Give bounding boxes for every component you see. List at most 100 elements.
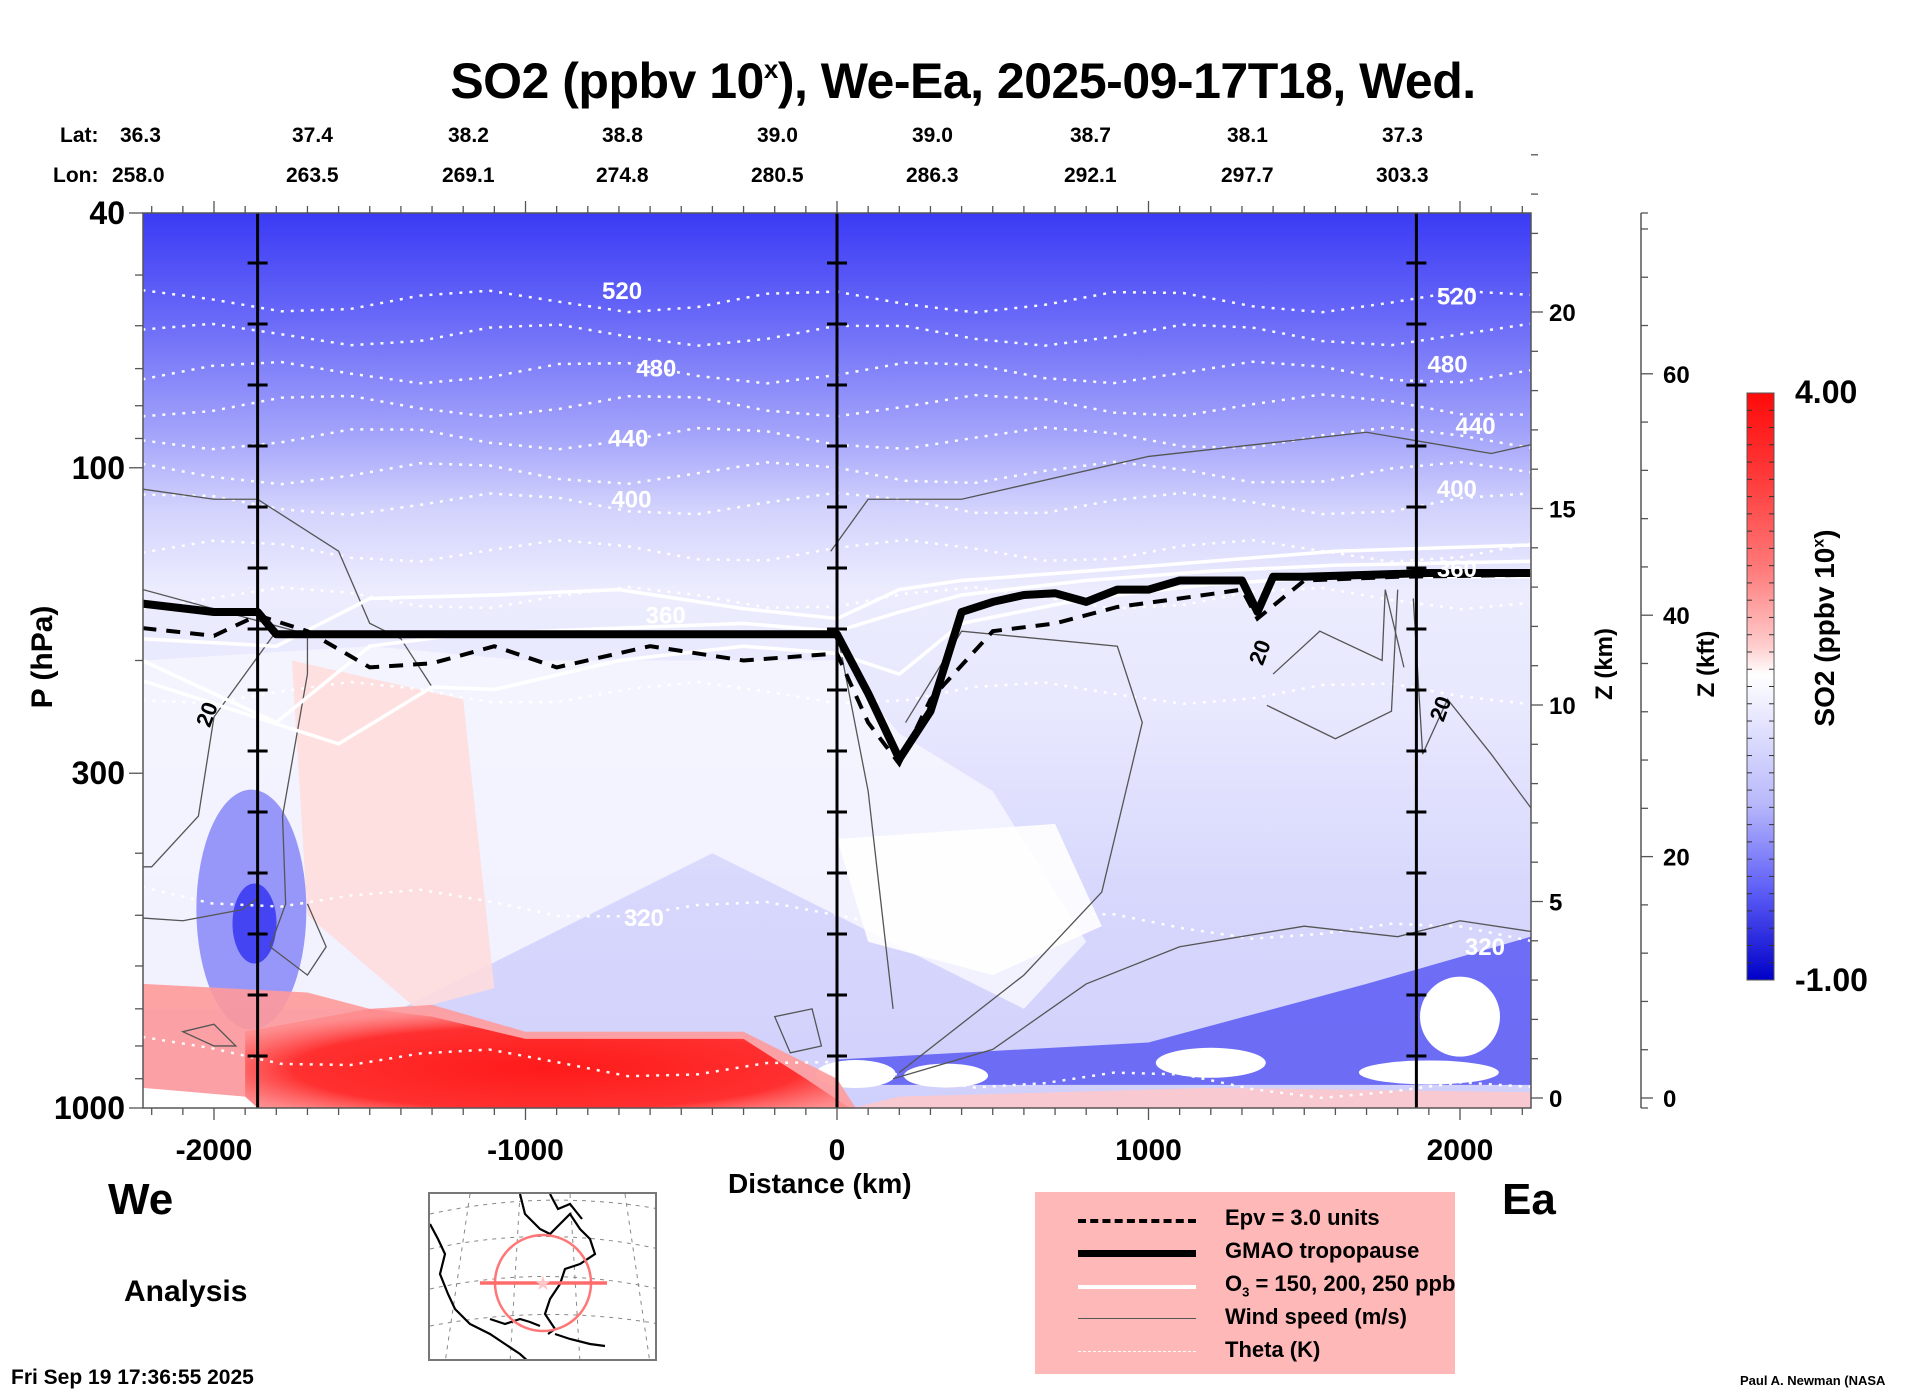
zkm-tick-label: 5 — [1549, 890, 1562, 917]
theta-label: 480 — [1428, 352, 1468, 379]
wind-contour — [1412, 598, 1531, 809]
lon-value: 274.8 — [596, 164, 649, 187]
lat-value: 39.0 — [912, 124, 953, 147]
tropopause-thick-line — [143, 569, 1531, 763]
wind-contour — [180, 1023, 238, 1047]
blue-core — [232, 883, 277, 964]
theta-label: 480 — [636, 356, 676, 383]
wind-contour — [1272, 589, 1405, 675]
west-label: We — [108, 1175, 174, 1224]
colorbar-max-label: 4.00 — [1795, 374, 1858, 410]
theta-label: 440 — [608, 425, 648, 452]
theta-label: 520 — [602, 278, 642, 305]
legend-item-theta: Theta (K) — [1035, 1337, 1455, 1367]
vertical-markers — [247, 213, 1427, 1108]
pink-column — [291, 660, 495, 1009]
z-kft-axis-title: Z (kft) — [1693, 630, 1720, 698]
lat-value: 38.2 — [448, 124, 489, 147]
y-tick-label: 1000 — [54, 1090, 125, 1126]
kft-tick-label: 20 — [1663, 845, 1690, 872]
zkm-tick-label: 15 — [1549, 497, 1576, 524]
wind-contour — [898, 630, 1143, 1073]
wind-contour — [830, 431, 1531, 552]
lat-value: 37.4 — [292, 124, 333, 147]
theta-labels: 520 480 440 400 360 320 520 480 440 400 360 320 — [602, 278, 1505, 961]
lat-label: Lat: — [60, 124, 99, 147]
theta-label: 400 — [1437, 476, 1477, 503]
lat-value: 37.3 — [1382, 124, 1423, 147]
legend-item-ozone: O3 = 150, 200, 250 ppb — [1035, 1271, 1455, 1301]
lat-value: 36.3 — [120, 124, 161, 147]
theta-label: 360 — [1437, 556, 1477, 583]
x-tick-label: 0 — [829, 1134, 846, 1167]
coastlines — [430, 1194, 606, 1359]
red-surface-core — [245, 1008, 850, 1108]
white-gap — [1420, 976, 1500, 1057]
wind-contour — [836, 631, 894, 1009]
analysis-label: Analysis — [124, 1275, 248, 1308]
white-gap — [1155, 1047, 1266, 1078]
dotted-line-sample — [1078, 1351, 1196, 1352]
y-tick-label: 300 — [72, 755, 125, 791]
legend: Epv = 3.0 units GMAO tropopause O3 = 150… — [1035, 1192, 1455, 1374]
dashed-line-sample — [1078, 1219, 1196, 1223]
theta-label: 440 — [1456, 413, 1496, 440]
lat-value: 38.7 — [1070, 124, 1111, 147]
legend-item-wind: Wind speed (m/s) — [1035, 1304, 1455, 1334]
wind-contour — [143, 488, 433, 688]
zkm-tick-label: 20 — [1549, 300, 1576, 327]
east-label: Ea — [1502, 1175, 1556, 1224]
lon-value: 286.3 — [906, 164, 959, 187]
wind-contour — [143, 897, 258, 922]
chart-title: SO2 (ppbv 10x), We-Ea, 2025-09-17T18, We… — [450, 53, 1476, 109]
pink-surface-right — [852, 1087, 1531, 1108]
credit: Paul A. Newman (NASA — [1740, 1373, 1886, 1388]
lon-label: Lon: — [53, 164, 99, 187]
graticule — [430, 1194, 655, 1359]
x-tick-label: -2000 — [176, 1134, 253, 1167]
timestamp: Fri Sep 19 17:36:55 2025 — [11, 1366, 254, 1389]
lat-value: 39.0 — [757, 124, 798, 147]
legend-item-tropopause: GMAO tropopause — [1035, 1238, 1455, 1268]
white-gap — [904, 1063, 989, 1088]
colorbar-title: SO2 (ppbv 10x) — [1809, 529, 1840, 727]
lower-blue-band — [837, 936, 1531, 1085]
zkm-tick-label: 0 — [1549, 1086, 1562, 1113]
theta-label: 360 — [646, 602, 686, 629]
y-axis-title: P (hPa) — [26, 605, 59, 709]
theta-label: 320 — [624, 905, 664, 932]
wind-contour — [892, 920, 1531, 1080]
axes: -2000 -1000 0 1000 2000 40 100 300 1000 0 5 10 15 20 0… — [54, 154, 1690, 1167]
lon-value: 292.1 — [1064, 164, 1117, 187]
y-tick-label: 100 — [72, 450, 125, 486]
colorbar-min-label: -1.00 — [1795, 962, 1868, 998]
kft-tick-label: 40 — [1663, 603, 1690, 630]
lon-value: 263.5 — [286, 164, 339, 187]
colorbar — [1746, 392, 1775, 981]
lon-value: 303.3 — [1376, 164, 1429, 187]
zkm-tick-label: 10 — [1549, 693, 1576, 720]
x-tick-label: -1000 — [487, 1134, 564, 1167]
wind-contour — [269, 673, 327, 977]
thin-line-sample — [1078, 1318, 1196, 1319]
wind-contour — [143, 630, 277, 868]
north-america-map: ★ — [430, 1194, 655, 1359]
theta-label: 400 — [611, 486, 651, 513]
kft-tick-label: 60 — [1663, 362, 1690, 389]
x-tick-label: 2000 — [1427, 1134, 1494, 1167]
thick-line-sample — [1078, 1250, 1196, 1257]
lon-value: 269.1 — [442, 164, 495, 187]
center-star-icon: ★ — [534, 1273, 552, 1295]
lat-value: 38.1 — [1227, 124, 1268, 147]
map-inset: ★ — [428, 1192, 657, 1361]
lat-value: 38.8 — [602, 124, 643, 147]
lon-value: 258.0 — [112, 164, 165, 187]
wind-contours — [143, 431, 1531, 1080]
wind-contour — [1266, 589, 1399, 740]
y-tick-label: 40 — [89, 195, 125, 231]
white-gap — [1358, 1060, 1499, 1085]
x-axis-title: Distance (km) — [728, 1168, 912, 1199]
white-line-sample — [1078, 1285, 1196, 1289]
theta-label: 520 — [1437, 283, 1477, 310]
